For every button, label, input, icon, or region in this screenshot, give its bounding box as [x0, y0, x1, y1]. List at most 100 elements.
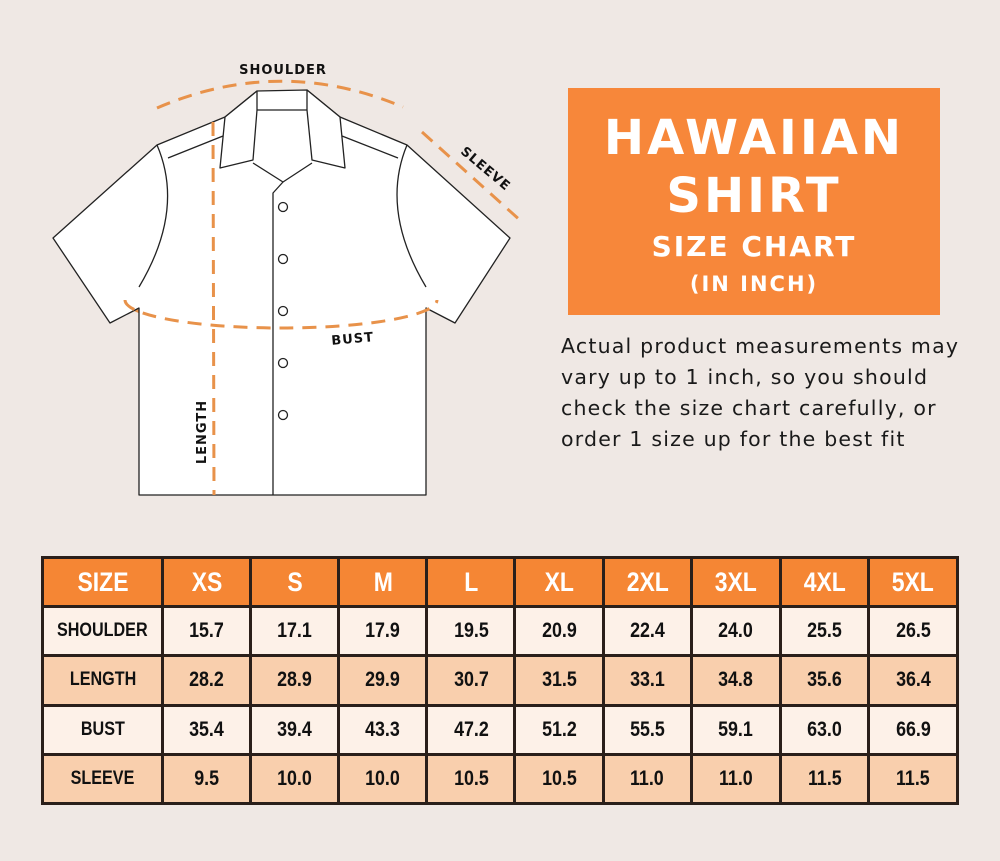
- cell-value: 11.0: [630, 766, 665, 790]
- table-cell: 11.0: [601, 752, 694, 806]
- table-row-shoulder: SHOULDER 15.7 17.1 17.9 19.5 20.9 22.4 24.0 25.5…: [40, 604, 959, 658]
- table-cell: 25.5: [778, 604, 871, 658]
- table-cell: 26.5: [867, 604, 959, 658]
- cell-value: 10.0: [365, 766, 401, 790]
- title-banner: HAWAIIAN SHIRT SIZE CHART (IN INCH): [568, 88, 940, 315]
- table-row-length: LENGTH 28.2 28.9 29.9 30.7 31.5 33.1 34.8 35.6 36…: [40, 654, 959, 707]
- cell-value: 33.1: [629, 668, 665, 692]
- table-cell: 59.1: [690, 703, 782, 756]
- table-cell: 30.7: [425, 654, 517, 707]
- size-table: SIZE XS S M L XL 2XL 3XL 4XL 5XL SHOULDER 15.7 17.1…: [40, 556, 959, 806]
- table-cell: 66.9: [867, 703, 959, 756]
- shoulder-label: SHOULDER: [239, 63, 327, 78]
- cell-value: 20.9: [541, 619, 577, 643]
- cell-value: 30.7: [453, 668, 489, 692]
- header-s: S: [249, 556, 341, 608]
- cell-value: 10.5: [541, 766, 577, 790]
- header-5xl: 5XL: [867, 556, 959, 608]
- table-cell: 15.7: [161, 604, 253, 658]
- title-line-1: HAWAIIAN: [603, 110, 905, 166]
- cell-value: 39.4: [277, 717, 313, 741]
- header-text: XS: [191, 566, 223, 597]
- row-label-text: SHOULDER: [57, 620, 148, 642]
- shirt-outline: [52, 89, 511, 496]
- cell-value: 35.6: [807, 668, 842, 692]
- cell-value: 17.9: [365, 619, 401, 643]
- header-text: M: [373, 566, 393, 597]
- shoulder-measure-line: [156, 79, 404, 110]
- table-cell: 35.4: [161, 703, 253, 756]
- cell-value: 36.4: [895, 668, 931, 692]
- cell-value: 10.5: [453, 766, 489, 790]
- cell-value: 55.5: [629, 717, 665, 741]
- cell-value: 10.0: [277, 766, 313, 790]
- table-cell: 34.8: [690, 654, 782, 707]
- subtitle: SIZE CHART: [651, 230, 857, 263]
- cell-value: 19.5: [453, 619, 489, 643]
- table-cell: 55.5: [601, 703, 694, 756]
- table-cell: 47.2: [425, 703, 517, 756]
- row-label: SLEEVE: [40, 752, 165, 806]
- unit-label: (IN INCH): [689, 272, 819, 296]
- header-text: SIZE: [77, 566, 129, 597]
- bust-label: BUST: [331, 330, 375, 349]
- cell-value: 31.5: [541, 668, 577, 692]
- cell-value: 26.5: [895, 619, 931, 643]
- row-label-text: BUST: [80, 718, 125, 740]
- table-cell: 10.5: [513, 752, 605, 806]
- table-cell: 22.4: [601, 604, 694, 658]
- header-m: M: [337, 556, 429, 608]
- cell-value: 15.7: [189, 619, 225, 643]
- table-row-sleeve: SLEEVE 9.5 10.0 10.0 10.5 10.5 11.0 11.0 11.5 11.…: [40, 752, 959, 806]
- cell-value: 25.5: [807, 619, 842, 643]
- cell-value: 59.1: [718, 717, 754, 741]
- header-text: 3XL: [714, 566, 757, 597]
- table-cell: 31.5: [513, 654, 605, 707]
- title-line-2: SHIRT: [666, 168, 842, 224]
- cell-value: 43.3: [365, 717, 401, 741]
- length-measure-line: [211, 121, 216, 496]
- row-label-text: SLEEVE: [70, 767, 135, 789]
- table-cell: 11.5: [867, 752, 959, 806]
- table-cell: 36.4: [867, 654, 959, 707]
- header-text: L: [463, 566, 478, 597]
- cell-value: 28.2: [189, 668, 225, 692]
- cell-value: 29.9: [365, 668, 401, 692]
- table-cell: 29.9: [337, 654, 429, 707]
- table-cell: 17.1: [249, 604, 341, 658]
- row-label-text: LENGTH: [69, 669, 136, 691]
- table-cell: 28.2: [161, 654, 253, 707]
- row-label: SHOULDER: [40, 604, 165, 658]
- table-cell: 9.5: [161, 752, 253, 806]
- header-2xl: 2XL: [601, 556, 694, 608]
- header-size: SIZE: [40, 556, 165, 608]
- header-l: L: [425, 556, 517, 608]
- header-xl: XL: [513, 556, 605, 608]
- header-text: 5XL: [892, 566, 935, 597]
- cell-value: 24.0: [718, 619, 754, 643]
- cell-value: 34.8: [718, 668, 754, 692]
- row-label: BUST: [40, 703, 165, 756]
- cell-value: 11.5: [807, 766, 842, 790]
- table-cell: 20.9: [513, 604, 605, 658]
- table-cell: 19.5: [425, 604, 517, 658]
- cell-value: 11.0: [719, 766, 753, 790]
- cell-value: 35.4: [189, 717, 225, 741]
- header-text: 4XL: [803, 566, 846, 597]
- table-cell: 10.0: [337, 752, 429, 806]
- cell-value: 66.9: [895, 717, 931, 741]
- cell-value: 11.5: [896, 766, 931, 790]
- cell-value: 17.1: [277, 619, 313, 643]
- header-xs: XS: [161, 556, 253, 608]
- cell-value: 47.2: [453, 717, 489, 741]
- table-cell: 10.0: [249, 752, 341, 806]
- table-cell: 17.9: [337, 604, 429, 658]
- table-row-bust: BUST 35.4 39.4 43.3 47.2 51.2 55.5 59.1 63.0 66.9: [40, 703, 959, 756]
- table-cell: 39.4: [249, 703, 341, 756]
- cell-value: 22.4: [629, 619, 665, 643]
- row-label: LENGTH: [40, 654, 165, 707]
- cell-value: 51.2: [541, 717, 577, 741]
- table-cell: 11.5: [778, 752, 871, 806]
- cell-value: 28.9: [277, 668, 313, 692]
